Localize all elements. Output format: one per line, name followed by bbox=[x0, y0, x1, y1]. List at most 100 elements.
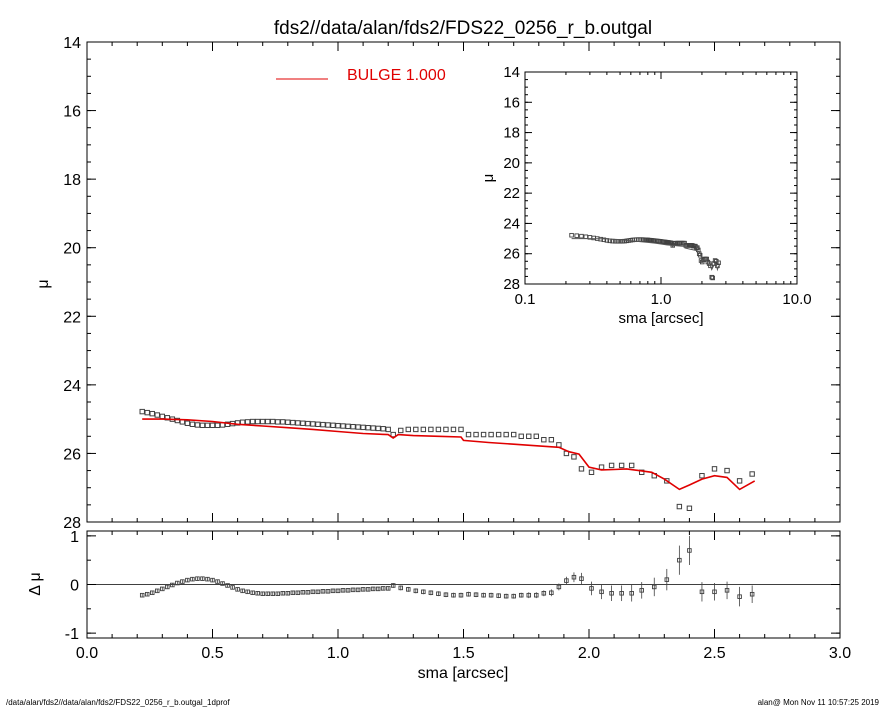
data-point bbox=[511, 431, 517, 438]
data-point bbox=[398, 427, 404, 434]
residual-y-tick-label: 0 bbox=[70, 578, 79, 595]
data-point bbox=[571, 454, 577, 460]
residual-point bbox=[629, 591, 634, 596]
residual-point bbox=[355, 587, 361, 593]
residual-point bbox=[385, 586, 391, 591]
data-point bbox=[159, 413, 166, 420]
data-point bbox=[711, 466, 718, 472]
data-point bbox=[270, 418, 276, 425]
bulge-model-line bbox=[142, 418, 756, 491]
inset-y-tick-label: 24 bbox=[503, 215, 520, 232]
data-point bbox=[139, 408, 145, 415]
residual-point bbox=[639, 588, 644, 593]
inset-data-point bbox=[710, 275, 715, 281]
residual-point bbox=[345, 588, 351, 593]
inset-x-axis-label: sma [arcsec] bbox=[618, 310, 703, 327]
data-point bbox=[194, 422, 201, 428]
data-point bbox=[618, 462, 625, 469]
residual-y-tick-label: -1 bbox=[65, 626, 79, 643]
residual-point bbox=[380, 586, 386, 591]
inset-y-tick-label: 14 bbox=[503, 64, 520, 81]
data-point bbox=[189, 421, 196, 427]
inset-y-tick-labels: 14 16 18 20 22 24 26 28 bbox=[503, 64, 520, 293]
data-point bbox=[254, 418, 261, 425]
residual-point bbox=[687, 548, 692, 553]
residual-point bbox=[160, 586, 165, 592]
residual-point bbox=[473, 592, 479, 597]
residual-point bbox=[496, 593, 501, 598]
residual-point bbox=[155, 588, 160, 594]
inset-data-point bbox=[569, 232, 574, 238]
data-point bbox=[385, 426, 391, 433]
data-point bbox=[628, 462, 635, 469]
data-point bbox=[375, 425, 381, 432]
residual-point bbox=[245, 589, 250, 595]
data-point bbox=[370, 425, 376, 431]
data-point bbox=[495, 431, 502, 438]
residual-point bbox=[335, 588, 341, 594]
data-point bbox=[265, 418, 271, 425]
residual-point bbox=[350, 587, 356, 593]
residual-point bbox=[270, 591, 275, 596]
residual-point bbox=[315, 589, 321, 595]
inset-data-point bbox=[709, 274, 714, 280]
data-point bbox=[275, 419, 281, 425]
data-point bbox=[340, 423, 346, 429]
data-point bbox=[144, 409, 150, 416]
inset-data-point bbox=[682, 240, 687, 246]
data-point bbox=[526, 433, 532, 439]
residual-point bbox=[549, 590, 554, 596]
residual-point bbox=[185, 577, 190, 583]
residual-point bbox=[320, 589, 326, 594]
main-y-axis-label: μ bbox=[35, 279, 52, 288]
residual-point bbox=[200, 576, 205, 581]
inset-frame bbox=[524, 71, 798, 285]
residual-point bbox=[737, 594, 742, 599]
residual-point bbox=[150, 590, 155, 596]
main-y-tick-labels: 14 16 18 20 22 24 26 28 bbox=[63, 35, 81, 532]
data-point bbox=[480, 431, 487, 438]
inset-y-axis-label: μ bbox=[480, 174, 497, 183]
inset-x-tick-label: 0.1 bbox=[515, 291, 536, 308]
main-y-tick-label: 24 bbox=[63, 378, 81, 395]
residual-point bbox=[652, 584, 657, 590]
main-y-tick-label: 20 bbox=[63, 241, 81, 258]
data-point bbox=[290, 419, 296, 426]
residual-point bbox=[170, 582, 175, 588]
data-point bbox=[450, 426, 457, 433]
residual-x-tick-label: 3.0 bbox=[829, 645, 851, 662]
footer-timestamp: alan@ Mon Nov 11 10:57:25 2019 bbox=[758, 698, 880, 707]
data-point bbox=[724, 467, 730, 474]
residual-point bbox=[235, 587, 240, 592]
residual-x-tick-label: 1.5 bbox=[452, 645, 474, 662]
residual-point bbox=[749, 591, 755, 597]
residual-point bbox=[285, 591, 291, 596]
residual-point bbox=[699, 589, 705, 595]
residual-point bbox=[295, 590, 301, 596]
residual-point bbox=[488, 592, 494, 598]
residual-point bbox=[255, 591, 260, 596]
inset-data-point bbox=[601, 237, 607, 243]
inset-y-tick-label: 26 bbox=[503, 246, 520, 263]
inset-y-tick-label: 18 bbox=[503, 125, 520, 142]
residual-point bbox=[280, 591, 286, 596]
data-point bbox=[548, 437, 555, 443]
residual-point bbox=[390, 583, 396, 588]
residual-point bbox=[195, 576, 200, 581]
data-point bbox=[355, 424, 361, 430]
residual-point bbox=[503, 593, 509, 599]
main-y-tick-label: 22 bbox=[63, 309, 81, 326]
data-point bbox=[588, 469, 595, 475]
data-point bbox=[488, 431, 494, 438]
residual-y-axis-label: Δ μ bbox=[27, 572, 44, 595]
main-data-points bbox=[139, 408, 755, 511]
inset-data-point bbox=[716, 260, 721, 266]
residual-point bbox=[564, 578, 569, 583]
data-point bbox=[405, 426, 411, 433]
residual-point bbox=[360, 587, 366, 592]
data-point bbox=[204, 422, 211, 429]
data-point bbox=[310, 421, 316, 427]
residual-point bbox=[165, 584, 170, 590]
inset-data-point bbox=[574, 233, 579, 238]
data-point bbox=[365, 425, 371, 431]
